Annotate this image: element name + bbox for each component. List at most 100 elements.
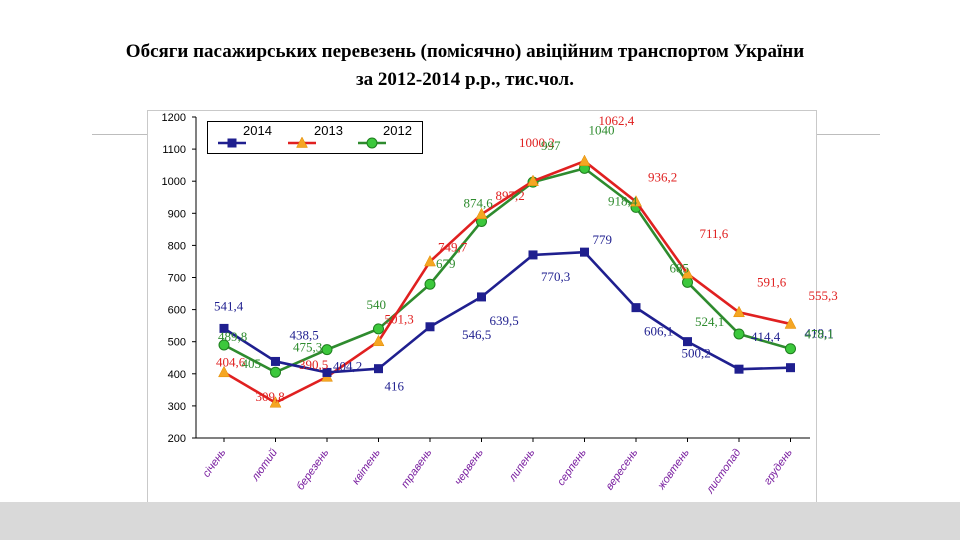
y-tick-label: 800 <box>168 240 186 252</box>
data-point-2014 <box>528 250 538 260</box>
legend-label-2012: 2012 <box>383 123 412 138</box>
data-label-2014: 546,5 <box>462 327 491 342</box>
data-point-2013 <box>269 396 282 408</box>
data-label-2013: 404,6 <box>216 354 246 369</box>
chart-title-line2: за 2012-2014 р.р., тис.чол. <box>356 69 574 90</box>
x-tick-label: січень <box>201 447 229 480</box>
data-label-2014: 606,1 <box>644 324 673 339</box>
data-label-2012: 478,1 <box>805 327 834 342</box>
legend-marker-2013 <box>296 136 308 148</box>
data-label-2014: 416 <box>385 379 405 394</box>
data-point-2013 <box>475 207 488 219</box>
x-tick-label: вересень <box>604 447 641 493</box>
data-point-2013 <box>733 305 745 318</box>
footer-band <box>0 502 960 540</box>
data-label-2012: 679 <box>436 256 456 271</box>
data-point-2013 <box>578 154 591 166</box>
legend-marker-2012 <box>366 137 378 149</box>
data-label-2014: 541,4 <box>214 298 244 313</box>
data-label-2012: 918,4 <box>608 193 638 208</box>
data-point-2013 <box>527 174 539 186</box>
data-point-2014 <box>786 363 795 373</box>
data-label-2013: 749,7 <box>438 240 468 255</box>
data-label-2012: 475,3 <box>293 340 322 355</box>
chart-title: Обсяги пасажирських перевезень (помісячн… <box>0 38 930 94</box>
legend-label-2013: 2013 <box>314 123 343 138</box>
y-tick-label: 200 <box>168 433 186 445</box>
y-tick-label: 1100 <box>162 144 186 156</box>
x-tick-label: листопад <box>704 447 744 497</box>
data-label-2013: 1000,2 <box>519 135 555 150</box>
data-point-2012 <box>424 278 436 290</box>
x-tick-label: грудень <box>762 447 795 487</box>
x-tick-label: березень <box>294 447 331 493</box>
y-tick-label: 900 <box>168 208 186 220</box>
data-label-2013: 309,8 <box>256 389 285 404</box>
data-label-2014: 414,4 <box>751 329 781 344</box>
data-label-2014: 404,2 <box>333 358 362 373</box>
y-tick-label: 500 <box>168 337 186 349</box>
data-point-2014 <box>219 323 229 333</box>
data-point-2012 <box>270 366 281 378</box>
legend-marker-2014 <box>227 138 237 148</box>
data-label-2012: 685 <box>670 260 690 275</box>
data-point-2012 <box>321 344 333 356</box>
data-label-2012: 997 <box>541 138 561 153</box>
data-label-2012: 540 <box>367 297 387 312</box>
x-tick-label: квітень <box>350 447 383 487</box>
data-label-2012: 405 <box>242 356 262 371</box>
data-label-2013: 555,3 <box>809 288 838 303</box>
data-point-2014 <box>631 303 641 313</box>
data-label-2012: 524,1 <box>695 314 724 329</box>
legend-label-2014: 2014 <box>243 123 272 138</box>
data-point-2013 <box>372 334 385 347</box>
x-tick-label: лютий <box>249 447 280 484</box>
data-label-2014: 500,2 <box>682 346 711 361</box>
data-point-2014 <box>683 337 692 347</box>
y-tick-label: 1200 <box>162 112 186 124</box>
data-label-2014: 770,3 <box>541 269 570 284</box>
data-point-2013 <box>681 267 694 279</box>
data-label-2014: 438,5 <box>290 327 319 342</box>
x-tick-label: червень <box>452 447 486 488</box>
y-tick-label: 700 <box>168 273 186 285</box>
data-label-2012: 874,6 <box>464 195 494 210</box>
data-label-2013: 591,6 <box>757 274 787 289</box>
data-point-2014 <box>734 364 744 374</box>
data-point-2013 <box>630 195 642 207</box>
data-point-2013 <box>784 317 797 329</box>
data-point-2013 <box>218 365 230 378</box>
data-point-2014 <box>425 322 435 332</box>
data-label-2014: 779 <box>593 232 613 247</box>
x-tick-label: липень <box>506 447 537 485</box>
x-tick-label: серпень <box>555 447 589 488</box>
x-tick-label: травень <box>399 447 435 491</box>
data-label-2013: 936,2 <box>648 170 677 185</box>
data-label-2013: 711,6 <box>700 226 729 241</box>
data-label-2013: 897,2 <box>496 188 525 203</box>
data-point-2014 <box>580 247 589 257</box>
data-label-2012: 489,8 <box>218 329 247 344</box>
data-point-2014 <box>271 356 280 366</box>
data-label-2013: 1062,4 <box>599 113 635 128</box>
data-point-2012 <box>218 339 230 351</box>
data-label-2014: 419,1 <box>805 326 834 341</box>
data-point-2012 <box>682 276 693 288</box>
data-point-2014 <box>374 364 383 374</box>
series-line-2013 <box>223 159 791 405</box>
y-tick-label: 1000 <box>162 176 186 188</box>
chart-legend: 2014 2013 2012 <box>207 121 423 154</box>
chart-title-line1: Обсяги пасажирських перевезень (помісячн… <box>125 41 805 62</box>
data-label-2013: 390,5 <box>299 357 328 372</box>
data-label-2014: 639,5 <box>490 313 519 328</box>
data-point-2013 <box>424 255 436 267</box>
data-point-2012 <box>785 343 796 355</box>
x-tick-label: жовтень <box>655 447 692 493</box>
data-point-2012 <box>733 328 745 340</box>
series-line-2014 <box>223 250 791 374</box>
data-point-2014 <box>477 292 486 302</box>
y-tick-label: 600 <box>168 305 186 317</box>
data-point-2012 <box>373 323 384 335</box>
series-line-2012 <box>223 167 791 374</box>
